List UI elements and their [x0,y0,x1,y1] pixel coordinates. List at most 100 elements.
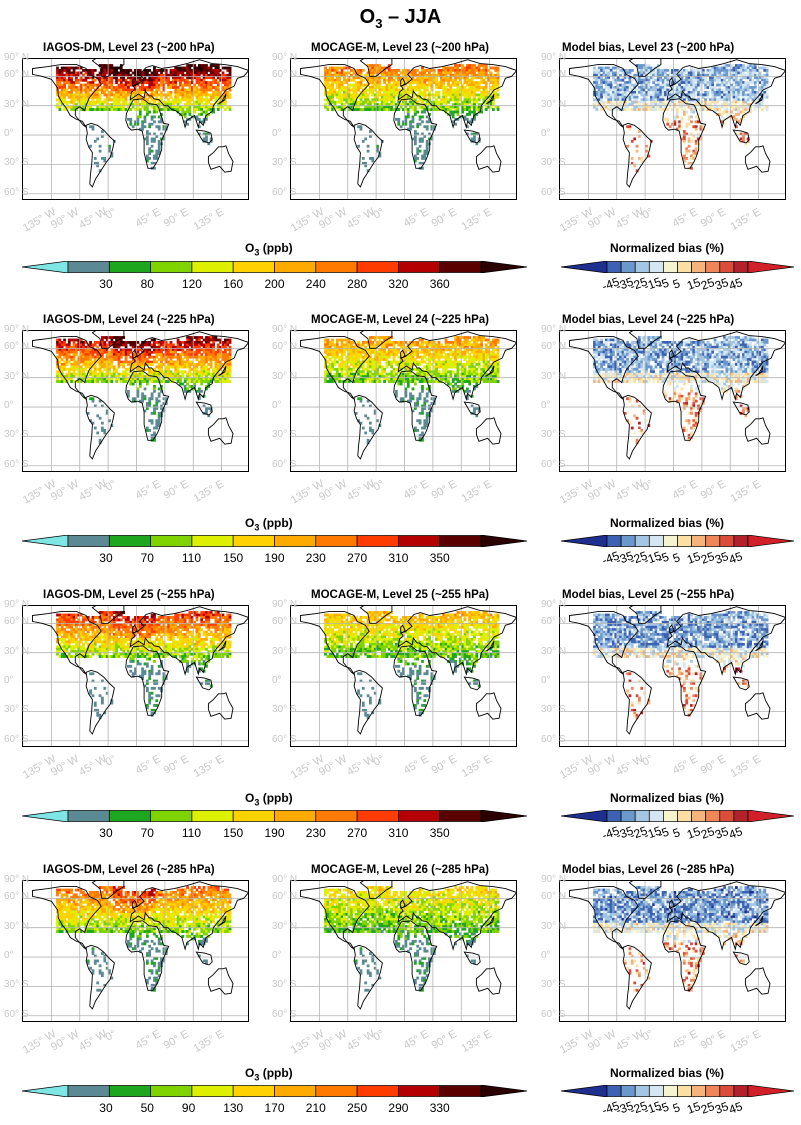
colorbar-tick-label: 45 [726,824,745,842]
lat-tick-label: 0° [4,400,14,412]
lat-tick-label: 60° S [541,733,566,745]
colorbar-segment [356,535,399,547]
lat-tick-label: 90° N [4,324,30,335]
lat-tick-label: 60° N [272,616,298,628]
lat-tick-label: 0° [272,675,282,687]
colorbar-tick-label: -5 [656,1099,672,1117]
coastline [32,611,102,675]
coastline [195,951,213,966]
coastline [353,122,383,188]
coastline [207,417,234,445]
map-canvas [23,881,248,1021]
coastline [475,417,502,445]
coastline [662,98,707,169]
colorbar-segment [191,810,234,822]
colorbar-tick-label: 280 [347,277,368,291]
lon-tick-label: 45° E [670,206,700,230]
map-canvas [560,59,785,199]
coastline [91,59,125,77]
coastline [486,915,495,927]
colorbar-tick-label: 290 [388,1101,409,1115]
colorbar-segment [356,1085,399,1097]
map-panel [22,880,249,1022]
coastline [463,951,481,966]
graticule [291,331,516,471]
colorbar-tick-label: 50 [140,1101,154,1115]
colorbar-tick-label: 190 [264,551,285,565]
coastline [744,967,771,995]
lon-tick-label: 0° [102,1028,119,1044]
lat-tick-label: 30° S [541,157,566,169]
coastline [125,370,170,441]
colorbar-segment [719,535,735,547]
lat-tick-label: 90° N [272,324,298,335]
colorbar-segment [620,1085,636,1097]
lon-tick-label: 0° [639,1028,656,1044]
lat-tick-label: 30° S [541,704,566,716]
lon-tick-label: 135° E [191,206,226,233]
o3-colorbar [22,261,527,273]
colorbar-tick-label: 270 [347,551,368,565]
colorbar-tick-label: 310 [388,826,409,840]
colorbar-tick-label: -5 [656,275,672,293]
lat-tick-label: 0° [272,950,282,962]
coastline [218,640,227,652]
lat-tick-label: 30° N [272,370,298,382]
colorbar-segment [606,1085,622,1097]
lat-tick-label: 30° S [272,429,297,441]
colorbar-tick-label: 30 [99,551,113,565]
data-cells [593,64,769,173]
colorbar-segment [691,261,707,273]
bias-colorbar [561,261,794,273]
lon-tick-label: 45° E [401,753,431,777]
colorbar-max-arrow [747,261,794,273]
panel-title: Model bias, Level 26 (~285 hPa) [562,864,735,876]
colorbar-segment [663,810,678,822]
colorbar-segment [691,810,707,822]
colorbar-segment [648,261,664,273]
coastline [666,59,785,129]
colorbar-segment [439,810,482,822]
colorbar-tick-label: 45 [726,275,745,293]
lon-tick-label: 135° E [728,206,763,233]
colorbar-segment [719,261,735,273]
coastline [132,77,138,87]
coastline [475,692,502,720]
lon-tick-label: 90° E [429,1028,460,1052]
coastline [300,886,370,950]
colorbar-tick-label: 270 [347,826,368,840]
bias-colorbar [561,1085,794,1097]
colorbar-segment [648,810,664,822]
colorbar-segment [315,261,358,273]
lon-tick-label: 45° E [401,206,431,230]
coastline [359,606,393,624]
lon-tick-label: 45° E [670,478,700,502]
coastline [91,331,125,349]
lat-tick-label: 60° N [541,341,567,353]
lat-tick-label: 0° [4,128,14,140]
coastline [400,899,406,909]
colorbar-segment [274,535,317,547]
coastline [463,129,481,144]
bias-colorbar-title: Normalized bias (%) [610,516,725,530]
lon-tick-label: 0° [102,478,119,494]
colorbar-tick-label: 30 [99,1101,113,1115]
coastline [569,64,639,128]
coastline [744,692,771,720]
lat-tick-label: 60° S [272,458,297,470]
coastline [755,915,764,927]
colorbar-segment [150,535,193,547]
coastline [359,59,393,77]
data-cells [593,336,769,445]
lat-tick-label: 60° S [4,458,29,470]
lat-tick-label: 30° N [4,98,30,110]
colorbar-tick-label: 200 [264,277,285,291]
coastline [732,401,750,416]
colorbar-segment [439,535,482,547]
o3-colorbar [22,810,527,822]
colorbar-segment [719,810,735,822]
colorbar-tick-label: 350 [429,826,450,840]
coastline [125,98,170,169]
coastline [628,606,662,624]
colorbar-segment [733,535,749,547]
